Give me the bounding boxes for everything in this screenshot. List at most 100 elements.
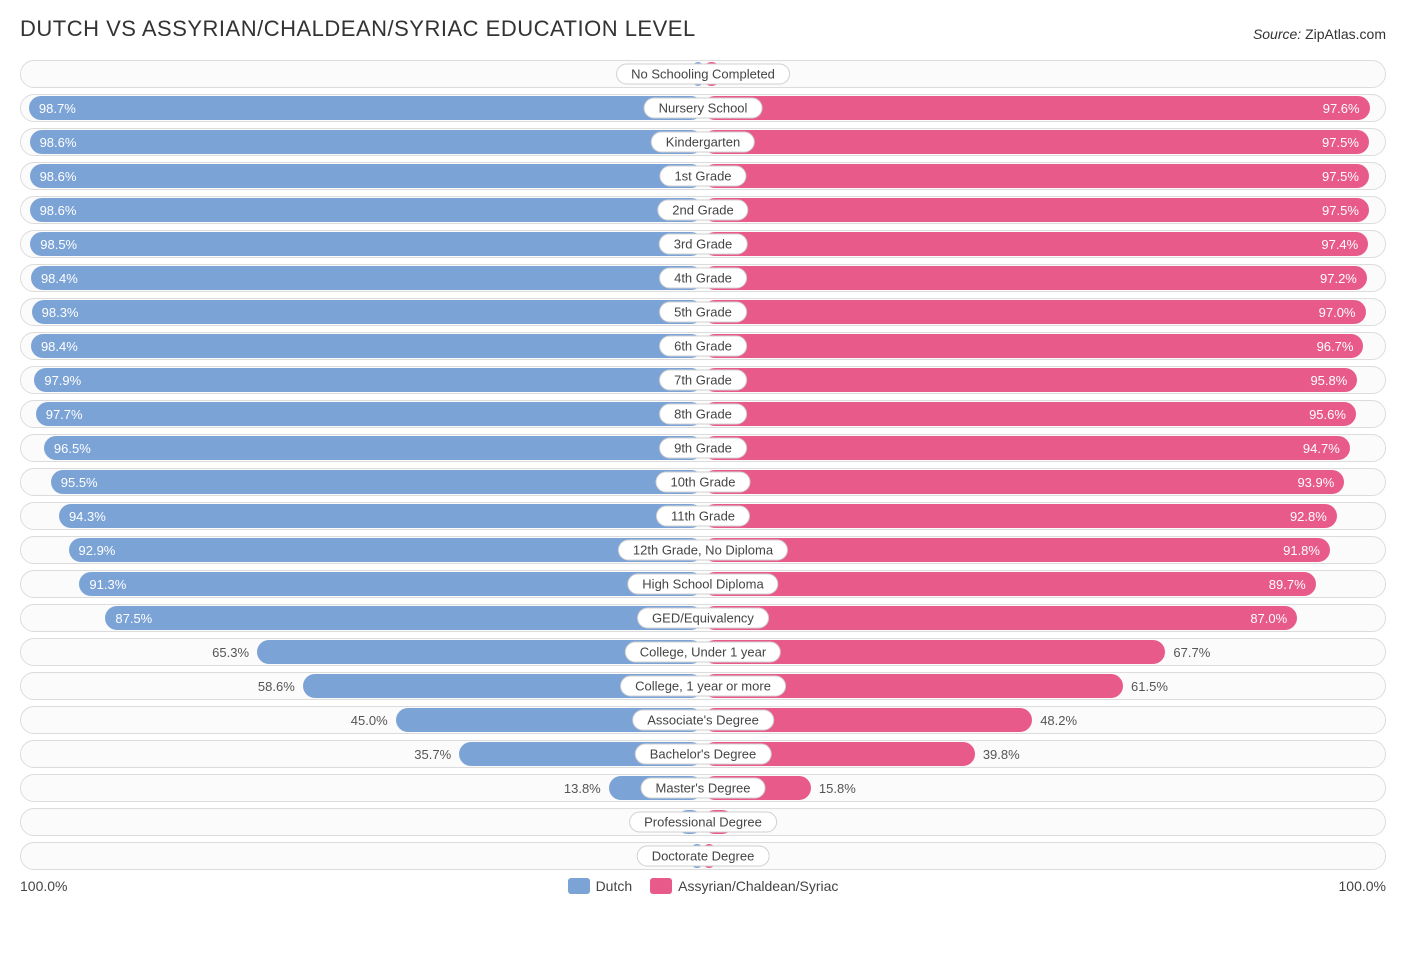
value-right: 97.2%	[1320, 271, 1357, 286]
row-half-right: 97.5%	[703, 196, 1386, 224]
row-half-left: 98.6%	[20, 196, 703, 224]
row-half-left: 1.8%	[20, 842, 703, 870]
bar-right: 97.0%	[703, 300, 1366, 324]
value-right: 39.8%	[983, 740, 1020, 768]
category-label: Associate's Degree	[632, 710, 774, 731]
row-half-left: 94.3%	[20, 502, 703, 530]
legend-item-left: Dutch	[568, 878, 633, 894]
category-label: 12th Grade, No Diploma	[618, 540, 788, 561]
row-half-left: 45.0%	[20, 706, 703, 734]
category-label: Bachelor's Degree	[635, 744, 772, 765]
chart-row: 98.7%97.6%Nursery School	[20, 94, 1386, 122]
bar-left: 87.5%	[105, 606, 703, 630]
chart-source: Source: ZipAtlas.com	[1253, 26, 1386, 42]
value-right: 96.7%	[1317, 339, 1354, 354]
value-left: 98.6%	[40, 135, 77, 150]
row-half-left: 4.0%	[20, 808, 703, 836]
value-left: 98.4%	[41, 271, 78, 286]
chart-row: 4.0%4.5%Professional Degree	[20, 808, 1386, 836]
category-label: High School Diploma	[627, 574, 778, 595]
chart-row: 13.8%15.8%Master's Degree	[20, 774, 1386, 802]
row-half-right: 91.8%	[703, 536, 1386, 564]
bar-left: 98.4%	[31, 334, 703, 358]
row-half-left: 98.6%	[20, 128, 703, 156]
bar-right: 91.8%	[703, 538, 1330, 562]
bar-right: 97.5%	[703, 198, 1369, 222]
row-half-right: 61.5%	[703, 672, 1386, 700]
row-half-right: 97.2%	[703, 264, 1386, 292]
value-left: 92.9%	[79, 543, 116, 558]
legend-swatch-right	[650, 878, 672, 894]
value-left: 98.5%	[40, 237, 77, 252]
value-left: 65.3%	[212, 638, 249, 666]
value-left: 98.3%	[42, 305, 79, 320]
legend-label-left: Dutch	[596, 878, 633, 894]
value-right: 97.5%	[1322, 203, 1359, 218]
chart-row: 45.0%48.2%Associate's Degree	[20, 706, 1386, 734]
row-half-left: 98.4%	[20, 264, 703, 292]
bar-right: 97.2%	[703, 266, 1367, 290]
row-half-right: 4.5%	[703, 808, 1386, 836]
row-half-right: 1.7%	[703, 842, 1386, 870]
category-label: 7th Grade	[659, 370, 747, 391]
category-label: Nursery School	[644, 98, 763, 119]
row-half-right: 94.7%	[703, 434, 1386, 462]
bar-right: 93.9%	[703, 470, 1344, 494]
bar-left: 98.6%	[30, 130, 703, 154]
chart-row: 1.8%1.7%Doctorate Degree	[20, 842, 1386, 870]
chart-row: 58.6%61.5%College, 1 year or more	[20, 672, 1386, 700]
category-label: 5th Grade	[659, 302, 747, 323]
value-right: 97.5%	[1322, 135, 1359, 150]
row-half-right: 87.0%	[703, 604, 1386, 632]
value-left: 35.7%	[414, 740, 451, 768]
row-half-right: 2.5%	[703, 60, 1386, 88]
value-right: 89.7%	[1269, 577, 1306, 592]
value-left: 95.5%	[61, 475, 98, 490]
bar-left: 98.6%	[30, 164, 703, 188]
bar-left: 96.5%	[44, 436, 703, 460]
category-label: 6th Grade	[659, 336, 747, 357]
row-half-left: 97.9%	[20, 366, 703, 394]
bar-left: 98.3%	[32, 300, 703, 324]
row-half-left: 98.5%	[20, 230, 703, 258]
bar-left: 98.5%	[30, 232, 703, 256]
row-half-left: 95.5%	[20, 468, 703, 496]
value-right: 91.8%	[1283, 543, 1320, 558]
chart-row: 95.5% 93.9% 10th Grade	[20, 468, 1386, 496]
legend-label-right: Assyrian/Chaldean/Syriac	[678, 878, 838, 894]
row-half-left: 65.3%	[20, 638, 703, 666]
category-label: Kindergarten	[651, 132, 755, 153]
bar-right: 97.5%	[703, 130, 1369, 154]
chart-row: 97.9%95.8%7th Grade	[20, 366, 1386, 394]
value-left: 98.6%	[40, 203, 77, 218]
bar-right: 95.8%	[703, 368, 1357, 392]
bar-right: 87.0%	[703, 606, 1297, 630]
chart-title: DUTCH VS ASSYRIAN/CHALDEAN/SYRIAC EDUCAT…	[20, 16, 696, 42]
category-label: 8th Grade	[659, 404, 747, 425]
value-left: 96.5%	[54, 441, 91, 456]
value-left: 45.0%	[351, 706, 388, 734]
value-right: 97.4%	[1321, 237, 1358, 252]
legend-swatch-left	[568, 878, 590, 894]
value-right: 93.9%	[1297, 475, 1334, 490]
value-right: 92.8%	[1290, 509, 1327, 524]
row-half-right: 97.4%	[703, 230, 1386, 258]
chart-row: 94.3%92.8%11th Grade	[20, 502, 1386, 530]
value-right: 94.7%	[1303, 441, 1340, 456]
bar-right: 97.5%	[703, 164, 1369, 188]
source-name: ZipAtlas.com	[1305, 26, 1386, 42]
value-right: 97.6%	[1323, 101, 1360, 116]
chart-row: 97.7%95.6%8th Grade	[20, 400, 1386, 428]
category-label: Doctorate Degree	[637, 846, 770, 867]
category-label: 10th Grade	[655, 472, 750, 493]
value-left: 98.6%	[40, 169, 77, 184]
row-half-right: 95.6%	[703, 400, 1386, 428]
chart-row: 98.5%97.4%3rd Grade	[20, 230, 1386, 258]
row-half-left: 92.9%	[20, 536, 703, 564]
value-left: 13.8%	[564, 774, 601, 802]
row-half-right: 89.7%	[703, 570, 1386, 598]
bar-left: 95.5%	[51, 470, 703, 494]
bar-left: 98.4%	[31, 266, 703, 290]
value-left: 94.3%	[69, 509, 106, 524]
row-half-right: 92.8%	[703, 502, 1386, 530]
